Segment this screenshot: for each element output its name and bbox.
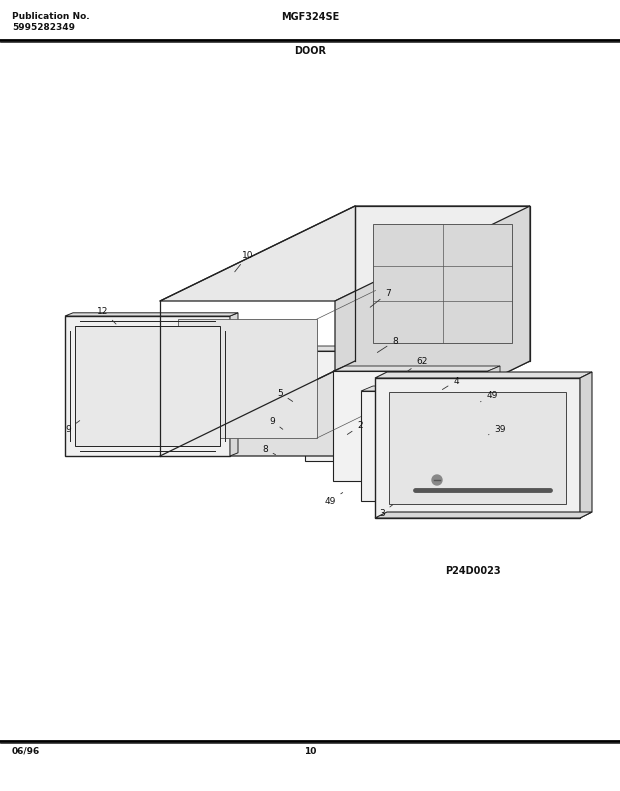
Text: 2: 2 [347, 422, 363, 434]
Polygon shape [160, 206, 530, 301]
Text: 12: 12 [97, 306, 116, 324]
Text: 5: 5 [277, 388, 293, 402]
Polygon shape [355, 206, 530, 361]
Text: 4: 4 [442, 377, 459, 389]
Polygon shape [373, 224, 512, 343]
Polygon shape [488, 366, 500, 481]
Polygon shape [361, 391, 516, 501]
Text: 8: 8 [378, 336, 398, 353]
Polygon shape [333, 371, 488, 481]
Polygon shape [333, 366, 500, 371]
Text: eReplacementParts.com: eReplacementParts.com [246, 391, 374, 401]
Text: 49: 49 [324, 493, 343, 505]
Polygon shape [375, 512, 592, 518]
Polygon shape [160, 361, 530, 456]
Text: 49: 49 [480, 392, 498, 402]
Text: 3: 3 [379, 505, 393, 517]
Text: 5995282349: 5995282349 [12, 23, 75, 32]
Polygon shape [305, 346, 472, 351]
Polygon shape [335, 206, 530, 456]
Polygon shape [230, 312, 238, 456]
Polygon shape [580, 372, 592, 518]
Text: 10: 10 [235, 251, 254, 272]
Polygon shape [375, 372, 592, 378]
Text: 8: 8 [262, 445, 275, 455]
Polygon shape [178, 319, 317, 438]
Polygon shape [65, 312, 238, 316]
Text: 9: 9 [269, 417, 283, 430]
Text: 39: 39 [489, 425, 506, 435]
Polygon shape [389, 392, 566, 504]
Polygon shape [75, 326, 220, 446]
Polygon shape [65, 316, 230, 456]
Text: 9: 9 [65, 421, 80, 433]
Text: 10: 10 [304, 747, 316, 756]
Polygon shape [305, 351, 460, 461]
Text: 62: 62 [407, 357, 428, 372]
Polygon shape [375, 378, 580, 518]
Text: P24D0023: P24D0023 [445, 566, 500, 576]
Text: 7: 7 [370, 289, 391, 307]
Text: 06/96: 06/96 [12, 747, 40, 756]
Polygon shape [516, 386, 528, 501]
Text: MGF324SE: MGF324SE [281, 12, 339, 22]
Text: Publication No.: Publication No. [12, 12, 90, 21]
Polygon shape [361, 386, 528, 391]
Text: DOOR: DOOR [294, 46, 326, 56]
Circle shape [432, 475, 442, 485]
Polygon shape [460, 346, 472, 461]
